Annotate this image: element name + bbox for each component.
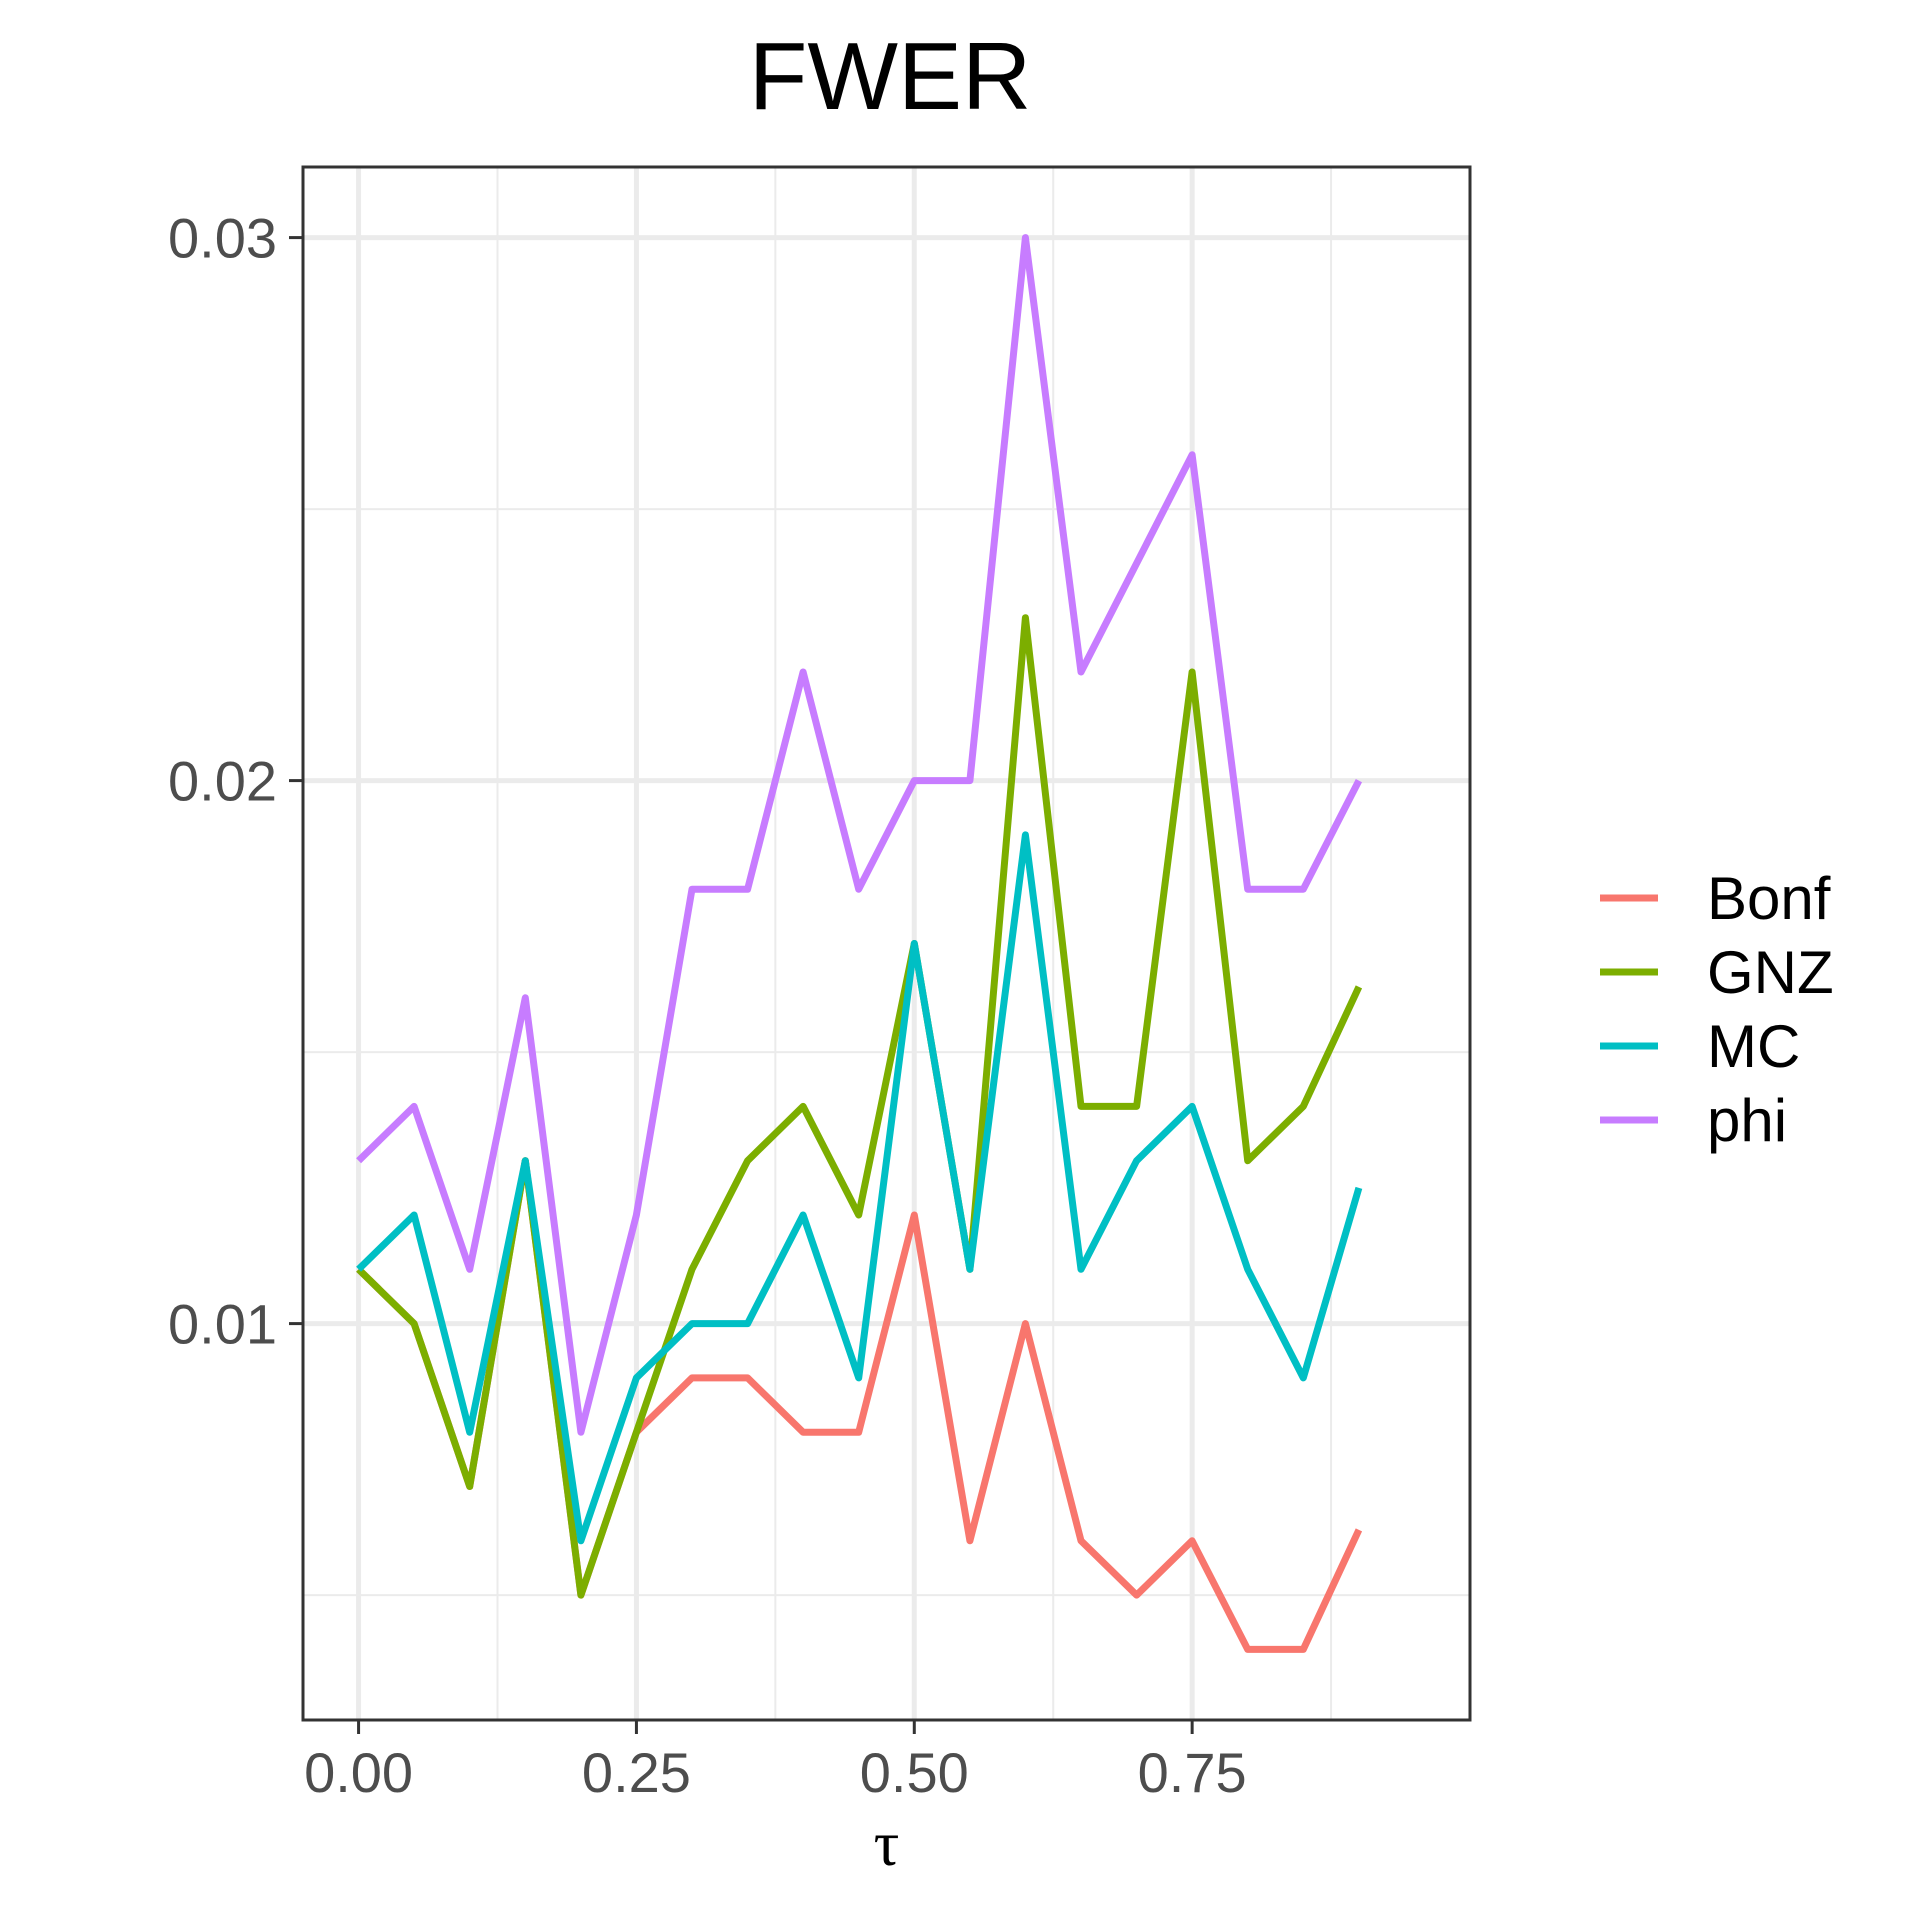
x-tick-label: 0.50: [860, 1741, 969, 1804]
legend-label-bonf: Bonf: [1707, 865, 1831, 932]
legend-label-mc: MC: [1707, 1013, 1800, 1080]
legend-label-phi: phi: [1707, 1087, 1787, 1154]
x-axis-title: τ: [874, 1808, 900, 1879]
x-tick-label: 0.75: [1138, 1741, 1247, 1804]
axes: 0.00 0.25 0.50 0.75 0.01 0.02 0.03: [168, 207, 1247, 1804]
series-line-phi: [356, 234, 1363, 1436]
y-tick-label: 0.03: [168, 207, 277, 270]
plot-panel-border: [301, 165, 1472, 1722]
grid-lines: [303, 167, 1470, 1720]
legend: Bonf GNZ MC phi: [1600, 865, 1834, 1154]
x-tick-label: 0.25: [582, 1741, 691, 1804]
legend-label-gnz: GNZ: [1707, 939, 1834, 1006]
x-tick-label: 0.00: [304, 1741, 413, 1804]
series-line-gnz: [356, 614, 1363, 1599]
series-line-mc: [356, 831, 1363, 1545]
series-lines: [356, 234, 1363, 1653]
y-tick-label: 0.01: [168, 1293, 277, 1356]
y-tick-label: 0.02: [168, 750, 277, 813]
chart-title: FWER: [748, 23, 1032, 130]
